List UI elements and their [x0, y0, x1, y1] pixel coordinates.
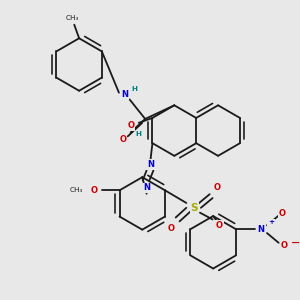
Text: N: N [147, 160, 154, 169]
Text: CH₃: CH₃ [69, 187, 82, 193]
Text: S: S [190, 203, 198, 213]
Text: +: + [268, 219, 274, 225]
Text: O: O [128, 121, 135, 130]
Text: N: N [121, 90, 128, 99]
Text: H: H [131, 86, 137, 92]
Text: −: − [290, 238, 300, 248]
Text: O: O [167, 224, 174, 233]
Text: O: O [214, 183, 221, 192]
Text: O: O [216, 221, 223, 230]
Text: N: N [258, 225, 265, 234]
Text: O: O [281, 241, 288, 250]
Text: N: N [143, 183, 150, 192]
Text: CH₃: CH₃ [66, 15, 79, 21]
Text: H: H [136, 131, 142, 137]
Text: O: O [119, 135, 126, 144]
Text: O: O [279, 209, 286, 218]
Text: O: O [90, 186, 97, 195]
